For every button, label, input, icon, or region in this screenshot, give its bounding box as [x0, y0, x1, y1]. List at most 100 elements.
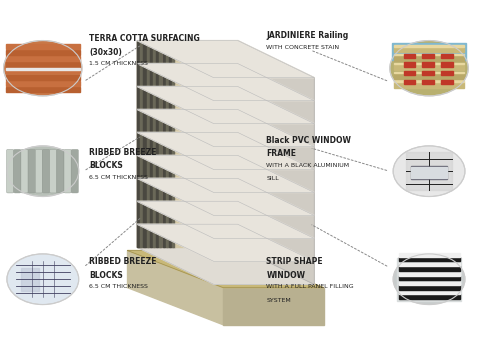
Polygon shape — [128, 251, 223, 325]
Polygon shape — [172, 41, 174, 63]
Polygon shape — [422, 62, 434, 66]
Polygon shape — [156, 201, 158, 224]
Polygon shape — [172, 86, 174, 109]
Polygon shape — [140, 109, 143, 132]
Polygon shape — [21, 268, 39, 291]
Polygon shape — [163, 41, 165, 63]
Polygon shape — [144, 224, 145, 247]
Polygon shape — [199, 183, 214, 197]
Polygon shape — [166, 109, 168, 132]
Polygon shape — [156, 86, 158, 109]
Polygon shape — [153, 86, 155, 109]
Polygon shape — [441, 80, 453, 84]
Text: WITH A BLACK ALUMINIUM: WITH A BLACK ALUMINIUM — [266, 163, 349, 168]
Polygon shape — [153, 63, 155, 86]
Polygon shape — [179, 68, 195, 82]
Polygon shape — [137, 224, 139, 247]
Text: STRIP SHAPE: STRIP SHAPE — [266, 257, 323, 266]
Polygon shape — [159, 224, 161, 247]
Polygon shape — [169, 86, 171, 109]
Polygon shape — [398, 294, 459, 299]
Polygon shape — [150, 63, 152, 86]
Polygon shape — [172, 109, 174, 132]
Polygon shape — [150, 41, 152, 63]
Polygon shape — [150, 178, 152, 201]
Polygon shape — [163, 178, 165, 201]
Polygon shape — [137, 132, 175, 155]
Polygon shape — [238, 109, 314, 170]
Polygon shape — [179, 228, 195, 243]
Polygon shape — [175, 178, 238, 201]
Polygon shape — [6, 68, 80, 69]
Polygon shape — [394, 64, 464, 70]
Polygon shape — [144, 63, 145, 86]
Polygon shape — [394, 47, 464, 52]
Polygon shape — [163, 86, 165, 109]
Polygon shape — [441, 62, 453, 66]
Polygon shape — [153, 41, 155, 63]
Polygon shape — [137, 178, 314, 215]
Polygon shape — [159, 86, 161, 109]
Polygon shape — [172, 63, 174, 86]
Polygon shape — [172, 155, 174, 178]
Polygon shape — [137, 41, 214, 284]
Polygon shape — [223, 288, 324, 325]
Polygon shape — [137, 41, 314, 78]
Polygon shape — [140, 86, 143, 109]
Polygon shape — [218, 160, 234, 174]
Polygon shape — [137, 178, 139, 201]
Polygon shape — [140, 132, 143, 155]
Polygon shape — [398, 266, 459, 271]
Polygon shape — [144, 86, 145, 109]
Polygon shape — [166, 132, 168, 155]
Polygon shape — [199, 205, 214, 220]
Text: 6.5 CM THICKNESS: 6.5 CM THICKNESS — [89, 284, 148, 289]
Polygon shape — [153, 224, 155, 247]
Polygon shape — [398, 257, 459, 261]
Polygon shape — [144, 41, 145, 63]
Polygon shape — [140, 63, 143, 86]
Polygon shape — [175, 63, 238, 86]
Polygon shape — [163, 155, 165, 178]
Polygon shape — [218, 183, 234, 197]
Polygon shape — [218, 91, 234, 105]
Polygon shape — [169, 109, 171, 132]
Polygon shape — [156, 63, 158, 86]
Circle shape — [7, 254, 79, 304]
Polygon shape — [150, 132, 152, 155]
Polygon shape — [6, 81, 80, 86]
Polygon shape — [166, 201, 168, 224]
Polygon shape — [441, 54, 453, 58]
Polygon shape — [156, 224, 158, 247]
Text: 6.5 CM THICKNESS: 6.5 CM THICKNESS — [89, 175, 148, 180]
Polygon shape — [199, 114, 214, 128]
FancyBboxPatch shape — [14, 149, 21, 193]
Polygon shape — [137, 201, 139, 224]
Polygon shape — [394, 82, 464, 87]
Circle shape — [7, 146, 79, 197]
Polygon shape — [392, 43, 467, 60]
Polygon shape — [394, 73, 464, 79]
Polygon shape — [147, 86, 149, 109]
Polygon shape — [199, 160, 214, 174]
Polygon shape — [153, 109, 155, 132]
Polygon shape — [6, 68, 80, 74]
Polygon shape — [404, 71, 415, 75]
Polygon shape — [238, 41, 314, 101]
Polygon shape — [172, 132, 174, 155]
Polygon shape — [175, 155, 238, 178]
Polygon shape — [422, 54, 434, 58]
Polygon shape — [394, 56, 464, 61]
Polygon shape — [238, 86, 314, 146]
Text: WITH CONCRETE STAIN: WITH CONCRETE STAIN — [266, 45, 339, 49]
Polygon shape — [422, 80, 434, 84]
Polygon shape — [153, 201, 155, 224]
Text: JARDINIERE Railing: JARDINIERE Railing — [266, 31, 348, 40]
Polygon shape — [150, 155, 152, 178]
Polygon shape — [147, 224, 149, 247]
FancyBboxPatch shape — [7, 149, 14, 193]
Polygon shape — [156, 178, 158, 201]
Polygon shape — [441, 71, 453, 75]
Polygon shape — [144, 178, 145, 201]
Polygon shape — [179, 183, 195, 197]
